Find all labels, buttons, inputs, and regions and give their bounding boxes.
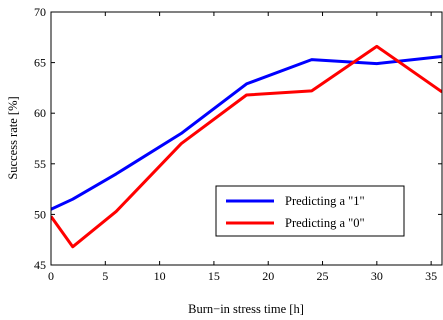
y-tick-label: 60: [34, 106, 46, 120]
series-line-0: [51, 55, 442, 211]
x-tick-label: 15: [208, 269, 220, 283]
x-tick-label: 35: [425, 269, 437, 283]
x-axis-label: Burn−in stress time [h]: [188, 302, 304, 316]
series-line-1: [51, 44, 442, 249]
legend-label-predicting-0: Predicting a "0": [285, 216, 365, 230]
legend-box: [215, 185, 405, 237]
x-tick-label: 30: [371, 269, 383, 283]
y-axis-label: Success rate [%]: [6, 96, 20, 179]
y-tick-label: 45: [34, 258, 46, 272]
series-layer: [51, 44, 442, 249]
y-tick-label: 70: [34, 5, 46, 19]
x-tick-label: 25: [317, 269, 329, 283]
ticks-layer: 0 5 10 15 20 25 30 35 45 50 55 60 65 70: [34, 5, 442, 283]
y-tick-label: 55: [34, 157, 46, 171]
x-tick-label: 10: [154, 269, 166, 283]
x-tick-label: 5: [102, 269, 108, 283]
y-tick-label: 65: [34, 56, 46, 70]
legend: Predicting a "1" Predicting a "0": [215, 185, 405, 237]
x-tick-label: 0: [48, 269, 54, 283]
legend-label-predicting-1: Predicting a "1": [285, 194, 365, 208]
y-tick-label: 50: [34, 207, 46, 221]
x-tick-label: 20: [262, 269, 274, 283]
plot-frame: [50, 11, 443, 266]
